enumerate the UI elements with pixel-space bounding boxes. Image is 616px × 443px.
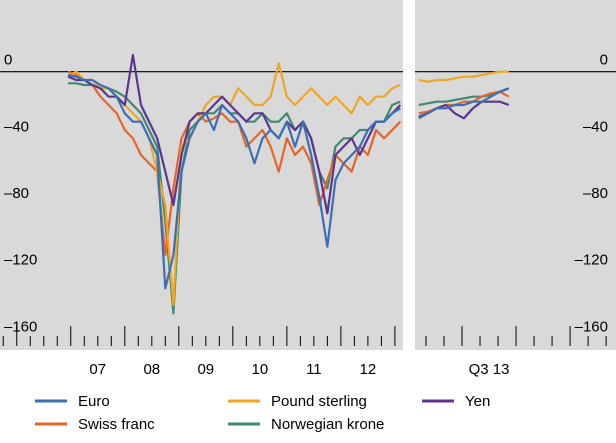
series-line: [67, 73, 401, 290]
legend-label: Norwegian krone: [271, 416, 384, 433]
y-tick-label: –160: [4, 318, 37, 335]
x-tick-label: 12: [360, 361, 377, 378]
y-tick-label: 0: [600, 52, 608, 69]
y-tick-label: –40: [4, 118, 29, 135]
y-tick-label: –40: [583, 118, 608, 135]
legend-label: Swiss franc: [78, 416, 155, 433]
series-line: [67, 53, 402, 215]
plot-background: [0, 0, 403, 350]
series-group: [67, 53, 402, 315]
series-line: [418, 87, 510, 120]
y-tick-label: –160: [575, 318, 608, 335]
series-line: [68, 82, 401, 315]
legend-label: Pound sterling: [271, 393, 367, 410]
series-line: [418, 70, 509, 83]
plot-background: [415, 0, 616, 350]
y-tick-label: –120: [4, 252, 37, 269]
series-group: [418, 70, 510, 120]
x-tick-label: 11: [306, 361, 322, 378]
x-tick-label: 10: [251, 361, 268, 378]
legend-label: Yen: [465, 393, 490, 410]
x-tick-label: Q3 13: [469, 361, 510, 378]
y-tick-label: –80: [4, 185, 29, 202]
y-tick-label: 0: [4, 52, 12, 69]
y-tick-label: –80: [583, 185, 608, 202]
x-tick-label: 09: [197, 361, 214, 378]
x-tick-label: 07: [89, 361, 106, 378]
x-tick-label: 08: [143, 361, 160, 378]
legend-label: Euro: [78, 393, 110, 410]
series-line: [67, 70, 402, 257]
y-tick-label: –120: [575, 252, 608, 269]
